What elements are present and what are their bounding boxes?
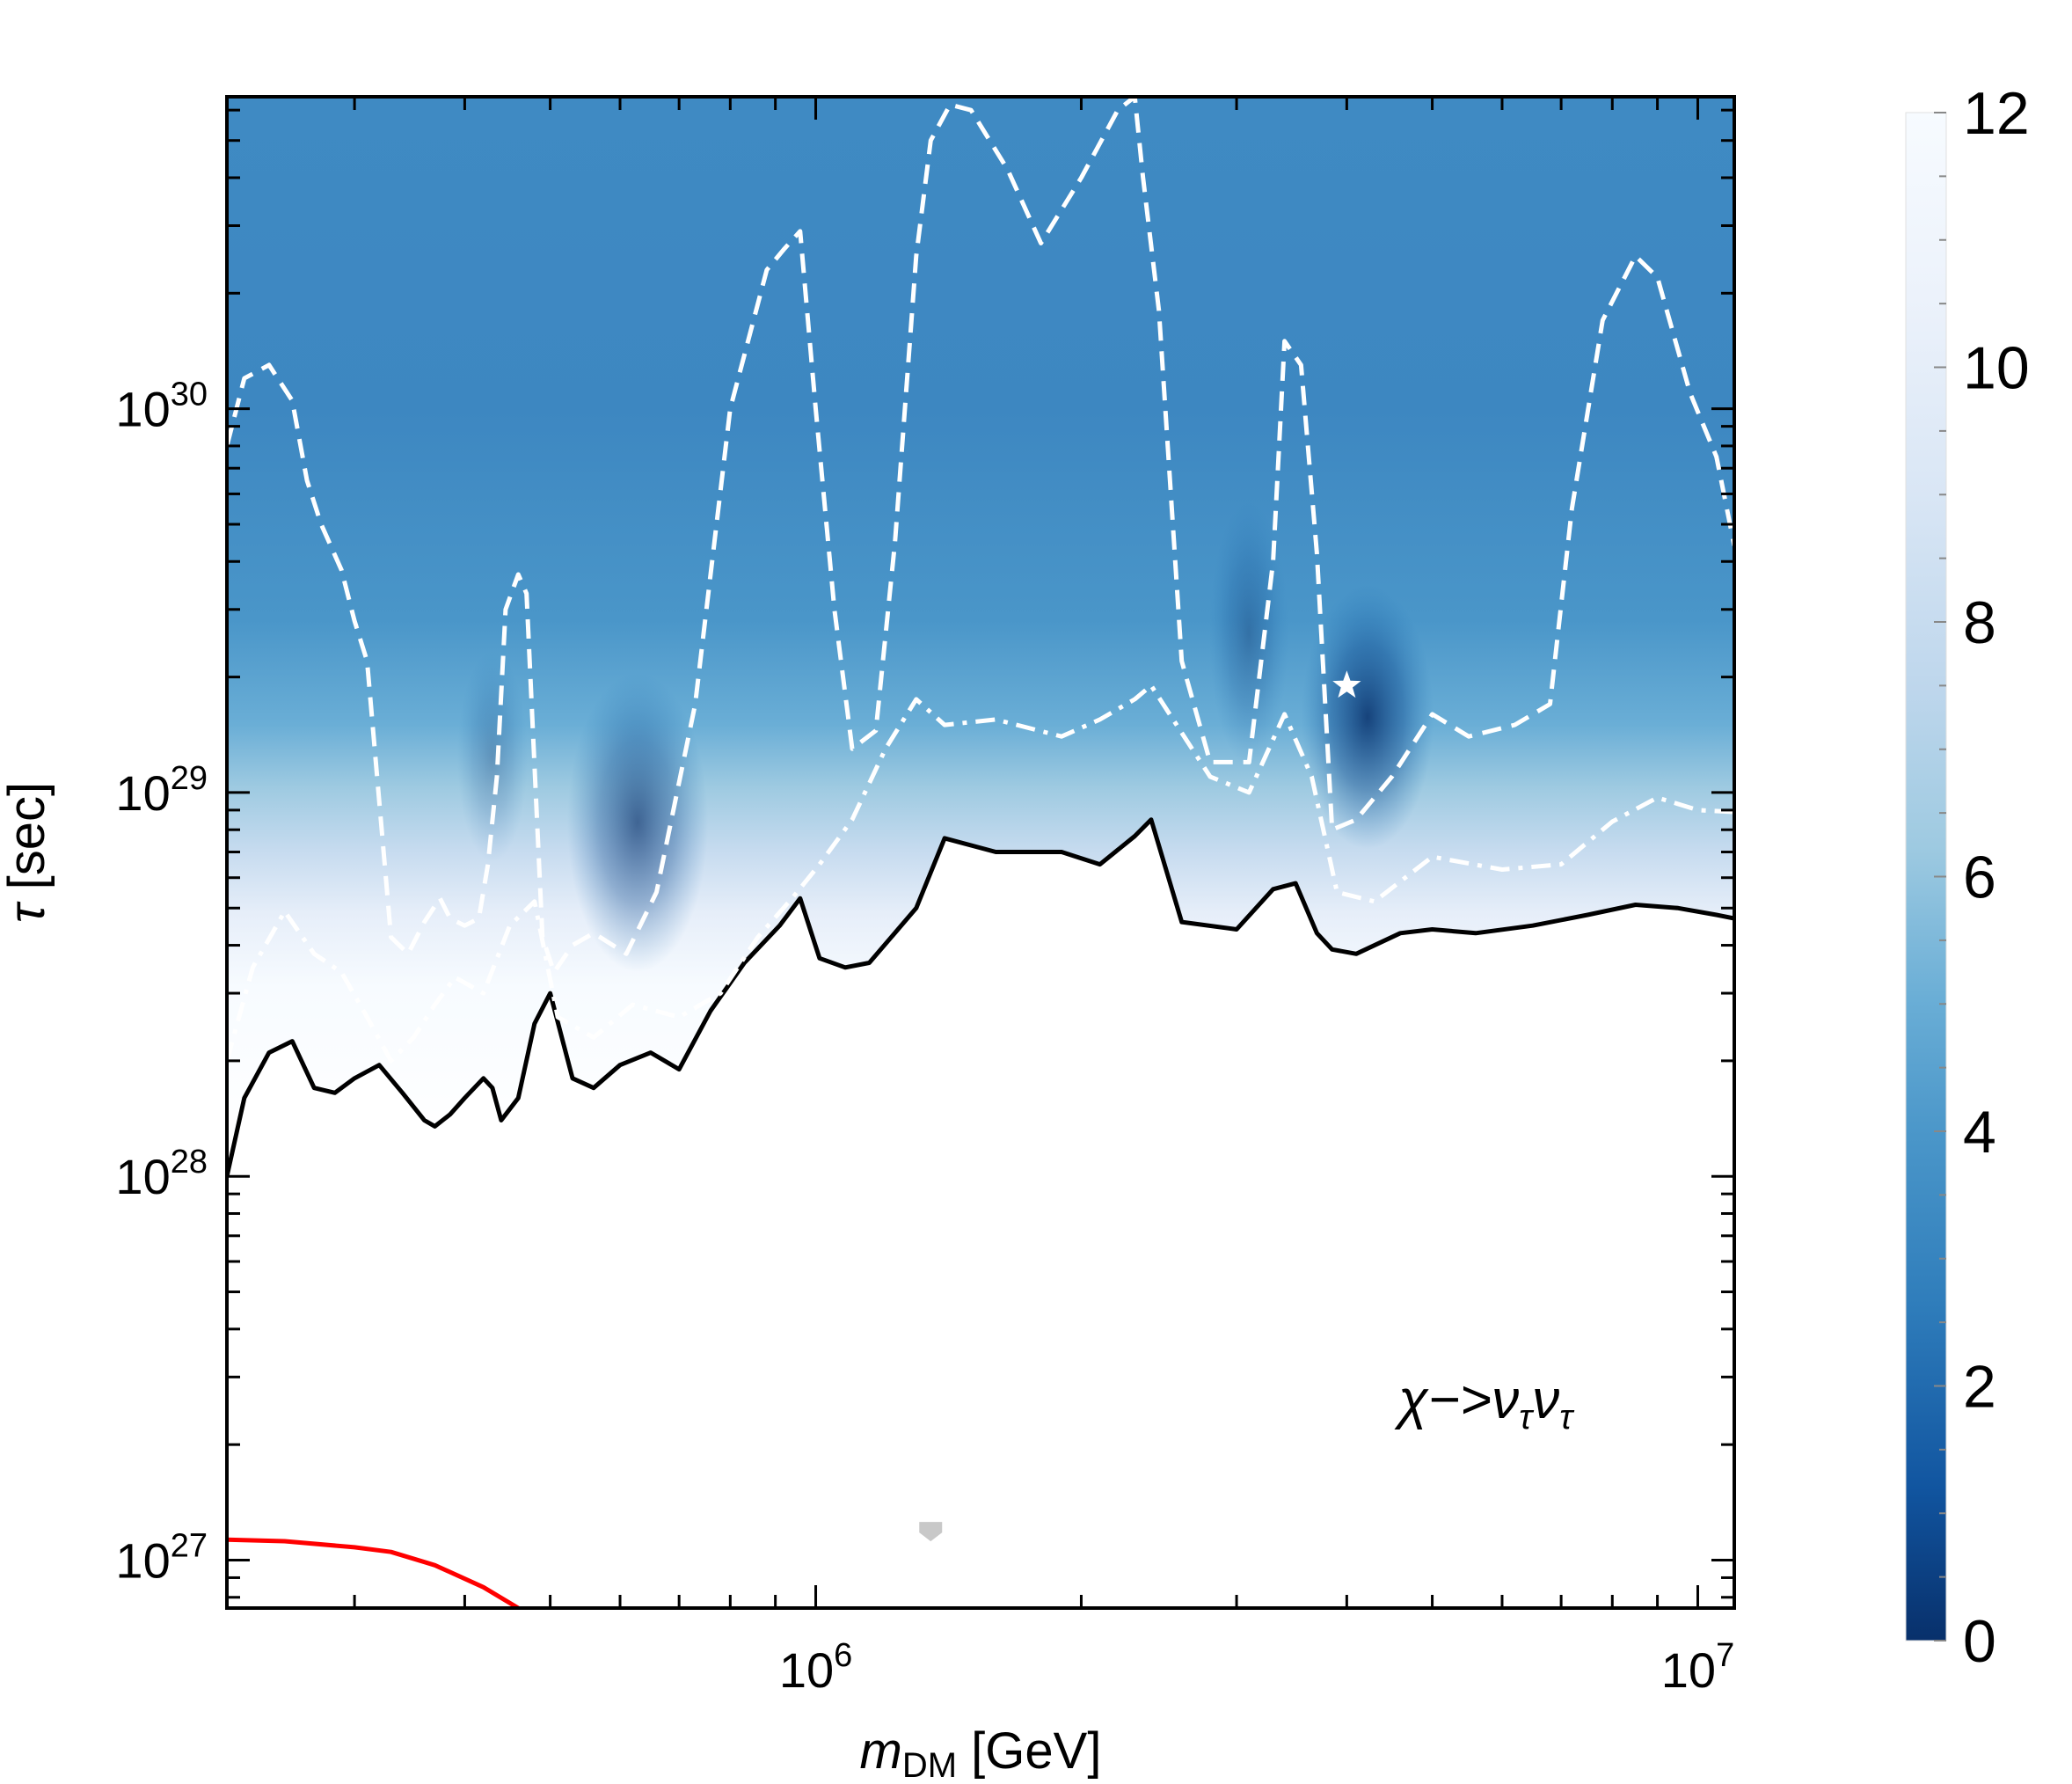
colorbar-tick-label: 12 <box>1963 80 2030 147</box>
y-axis-label-main: τ <box>0 901 55 923</box>
x-tick-label: 106 <box>779 1637 852 1698</box>
y-tick-label-exp: 29 <box>171 760 208 797</box>
grey-marker <box>919 1522 943 1542</box>
series-red-limit <box>227 1537 520 1608</box>
y-tick-label: 1029 <box>115 760 208 821</box>
colorbar-tick-label: 0 <box>1963 1608 1996 1675</box>
heatmap-dark-spot <box>1302 585 1434 849</box>
best-fit-star-marker <box>1332 670 1361 698</box>
channel-annotation: χ−>ντντ <box>1394 1370 1575 1437</box>
y-axis-label-unit: [sec] <box>0 782 55 904</box>
y-tick-label-exp: 30 <box>171 377 208 413</box>
x-axis-label-main: m <box>860 1722 902 1780</box>
colorbar-tick-label: 6 <box>1963 844 1996 911</box>
x-tick-label-base: 10 <box>779 1642 834 1698</box>
colorbar-tick-label: 10 <box>1963 335 2030 402</box>
x-tick-label-base: 10 <box>1661 1642 1716 1698</box>
channel-annotation-text: χ−>ν <box>1394 1370 1519 1430</box>
x-tick-label: 107 <box>1661 1637 1734 1698</box>
channel-annotation-sub: τ <box>1519 1398 1535 1437</box>
heatmap-field <box>227 97 1734 1608</box>
heatmap-dark-spot <box>457 651 528 862</box>
series-solid-limit <box>227 817 1734 1177</box>
y-tick-label-base: 10 <box>115 1532 170 1588</box>
y-tick-label-base: 10 <box>115 765 170 821</box>
series-dashed-contour <box>227 97 1734 975</box>
heatmap-dark-spot <box>1209 501 1288 765</box>
y-axis-label: τ [sec] <box>0 782 55 923</box>
channel-annotation-nu: ν <box>1532 1370 1559 1430</box>
heatmap-dark-spot <box>567 673 708 972</box>
x-tick-label-exp: 6 <box>834 1637 852 1674</box>
y-tick-label: 1027 <box>115 1527 208 1588</box>
x-axis-label-sub: DM <box>902 1746 957 1784</box>
x-tick-label-exp: 7 <box>1716 1637 1734 1674</box>
y-tick-label-exp: 28 <box>171 1144 208 1181</box>
colorbar-tick-label: 4 <box>1963 1099 1996 1166</box>
y-tick-label-exp: 27 <box>171 1527 208 1564</box>
x-axis-label: mDM [GeV] <box>860 1722 1102 1784</box>
x-axis-label-unit: [GeV] <box>957 1722 1101 1780</box>
colorbar-tick-label: 8 <box>1963 589 1996 656</box>
y-tick-label: 1030 <box>115 377 208 437</box>
channel-annotation-sub2: τ <box>1559 1398 1575 1437</box>
y-tick-label-base: 10 <box>115 1149 170 1204</box>
y-tick-label-base: 10 <box>115 382 170 437</box>
colorbar-tick-label: 2 <box>1963 1354 1996 1421</box>
y-tick-label: 1028 <box>115 1144 208 1204</box>
colorbar-ticks: 0 2 4 6 8 10 12 <box>1934 80 2030 1675</box>
series-dash-dot-contour <box>227 683 1734 1064</box>
axis-ticks <box>227 97 1734 1608</box>
heatmap-fill <box>227 97 1734 1177</box>
